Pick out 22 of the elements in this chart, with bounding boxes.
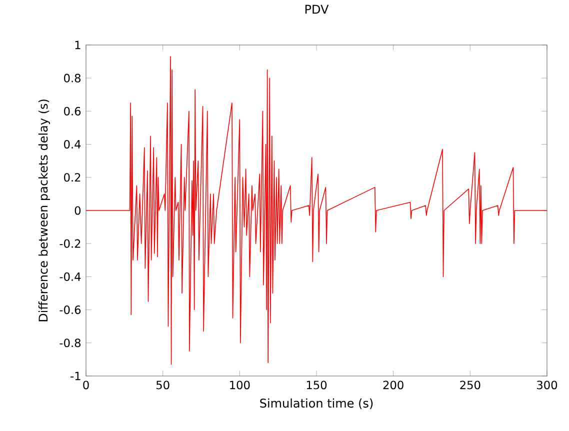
line-series: [86, 56, 547, 365]
chart-title: PDV: [305, 4, 329, 14]
x-tick-label: 150: [306, 380, 327, 390]
x-tick-label: 300: [537, 380, 558, 390]
y-tick-label: -0.6: [60, 306, 81, 314]
y-tick-label: -1: [70, 372, 80, 380]
x-tick-label: 0: [83, 380, 89, 390]
x-tick-label: 250: [460, 380, 480, 390]
y-tick-label: 0: [74, 206, 81, 215]
y-tick-label: 0.2: [64, 173, 80, 182]
y-tick-label: -0.8: [60, 338, 81, 348]
y-tick-label: 1: [75, 40, 80, 50]
y-tick-label: 0.8: [64, 74, 81, 82]
x-tick-label: 100: [230, 380, 250, 390]
y-tick-label: 0.4: [64, 140, 81, 149]
y-tick-label: 0.6: [64, 106, 81, 116]
y-axis-title: Difference between packets delay (s): [38, 100, 50, 322]
y-tick-label: -0.4: [60, 272, 81, 281]
x-tick-label: 200: [383, 380, 404, 390]
x-tick-label: 50: [156, 380, 170, 390]
x-axis-title: Simulation time (s): [260, 398, 373, 410]
y-tick-label: -0.2: [60, 239, 80, 248]
